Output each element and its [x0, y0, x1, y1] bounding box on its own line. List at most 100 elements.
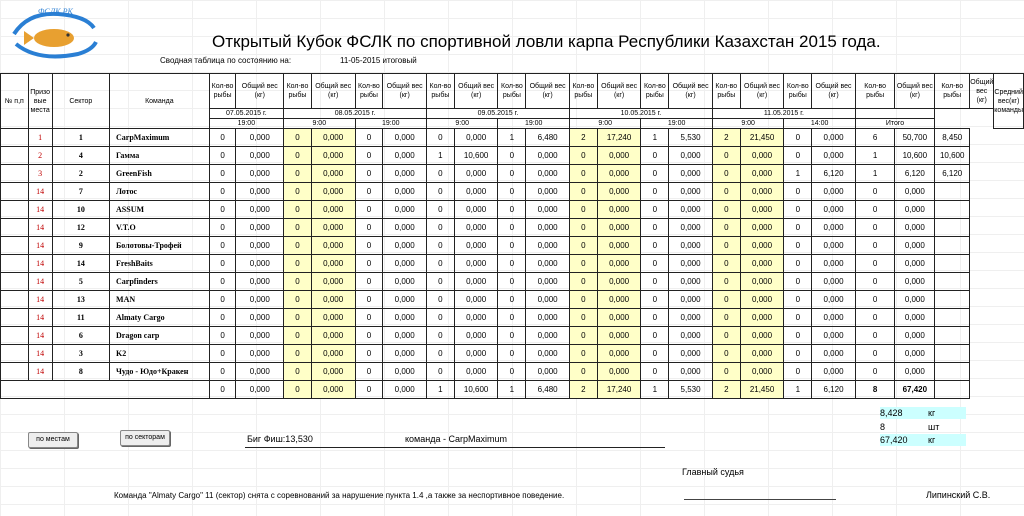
fish-count-cell[interactable]: 0 [497, 362, 527, 381]
weight-cell[interactable]: 0,000 [382, 272, 427, 291]
weight-cell[interactable]: 0,000 [668, 236, 713, 255]
weight-cell[interactable]: 0,000 [894, 218, 936, 237]
fish-count-cell[interactable]: 0 [425, 236, 455, 255]
weight-cell[interactable]: 0,000 [310, 200, 356, 219]
fish-count-cell[interactable]: 0 [208, 128, 237, 147]
col-header-fish-count[interactable]: Кол-во рыбы [354, 73, 384, 109]
average-weight-cell[interactable] [934, 236, 971, 255]
weight-cell[interactable]: 0,000 [668, 218, 713, 237]
weight-cell[interactable]: 0,000 [310, 236, 356, 255]
fish-count-cell[interactable]: 0 [425, 254, 455, 273]
weight-cell[interactable]: 0,000 [453, 200, 499, 219]
fish-count-cell[interactable]: 0 [283, 182, 312, 201]
sector-cell[interactable]: 3 [51, 344, 111, 363]
weight-cell[interactable]: 0,000 [894, 362, 936, 381]
weight-cell[interactable]: 0,000 [310, 362, 356, 381]
fish-count-cell[interactable]: 0 [425, 182, 455, 201]
fish-count-cell[interactable]: 0 [425, 362, 455, 381]
weight-cell[interactable]: 0,000 [811, 200, 856, 219]
weight-cell[interactable]: 0,000 [668, 326, 713, 345]
weight-cell[interactable]: 0,000 [453, 182, 499, 201]
fish-count-cell[interactable]: 1 [854, 146, 896, 165]
fish-count-cell[interactable]: 0 [854, 200, 896, 219]
fish-count-cell[interactable]: 0 [425, 128, 455, 147]
fish-count-cell[interactable]: 0 [497, 308, 527, 327]
fish-count-cell[interactable]: 0 [640, 218, 670, 237]
weight-cell[interactable]: 0,000 [811, 344, 856, 363]
weight-cell[interactable]: 0,000 [596, 308, 642, 327]
weight-cell[interactable]: 0,000 [596, 182, 642, 201]
weight-cell[interactable]: 0,000 [525, 344, 570, 363]
average-weight-cell[interactable] [934, 200, 971, 219]
fish-count-cell[interactable]: 0 [568, 200, 598, 219]
weight-cell[interactable]: 10,600 [894, 146, 936, 165]
weight-cell[interactable]: 0,000 [894, 236, 936, 255]
weight-cell[interactable]: 0,000 [811, 128, 856, 147]
fish-count-cell[interactable]: 0 [354, 272, 384, 291]
col-header-np[interactable]: № п,п [0, 73, 29, 129]
weight-cell[interactable]: 6,120 [811, 164, 856, 183]
average-weight-cell[interactable]: 8,450 [934, 128, 971, 147]
col-header-sector[interactable]: Сектор [51, 73, 111, 129]
team-cell[interactable]: GreenFish [109, 164, 210, 183]
sector-cell[interactable]: 5 [51, 272, 111, 291]
average-weight-cell[interactable] [934, 218, 971, 237]
fish-count-total[interactable]: 0 [208, 380, 237, 399]
fish-count-cell[interactable]: 0 [854, 236, 896, 255]
total-header[interactable]: Итого [854, 118, 936, 129]
col-header-fish-count[interactable]: Кол-во рыбы [425, 73, 455, 109]
col-header-total-weight[interactable]: Общий вес (кг) [739, 73, 785, 109]
weight-cell[interactable]: 0,000 [525, 254, 570, 273]
weight-cell[interactable]: 0,000 [382, 290, 427, 309]
fish-count-cell[interactable]: 0 [208, 326, 237, 345]
weight-cell[interactable]: 17,240 [596, 128, 642, 147]
weight-cell[interactable]: 0,000 [668, 182, 713, 201]
fish-count-cell[interactable]: 0 [283, 308, 312, 327]
fish-count-cell[interactable]: 0 [354, 146, 384, 165]
weight-cell[interactable]: 0,000 [525, 146, 570, 165]
fish-count-cell[interactable]: 0 [283, 128, 312, 147]
col-header-fish-count[interactable]: Кол-во рыбы [783, 73, 813, 109]
weight-cell[interactable]: 0,000 [453, 164, 499, 183]
fish-count-total[interactable]: 8 [854, 380, 896, 399]
weight-cell[interactable]: 0,000 [310, 218, 356, 237]
team-cell[interactable]: Carpfinders [109, 272, 210, 291]
fish-count-cell[interactable]: 0 [208, 164, 237, 183]
weight-cell[interactable]: 0,000 [894, 254, 936, 273]
col-header-fish-count[interactable]: Кол-во рыбы [283, 73, 312, 109]
average-weight-cell[interactable] [934, 182, 971, 201]
weight-cell[interactable]: 0,000 [310, 344, 356, 363]
weight-cell[interactable]: 50,700 [894, 128, 936, 147]
fish-count-total[interactable]: 0 [354, 380, 384, 399]
weight-cell[interactable]: 0,000 [382, 308, 427, 327]
col-header-total-weight[interactable]: Общий вес (кг) [382, 73, 427, 109]
row-number[interactable] [0, 272, 29, 291]
fish-count-cell[interactable]: 0 [208, 290, 237, 309]
weight-cell[interactable]: 0,000 [235, 344, 285, 363]
weight-cell[interactable]: 0,000 [739, 254, 785, 273]
row-number[interactable] [0, 164, 29, 183]
team-cell[interactable]: Чудо - Юдо+Кракен [109, 362, 210, 381]
fish-count-cell[interactable]: 0 [497, 344, 527, 363]
row-number[interactable] [0, 146, 29, 165]
place-cell[interactable]: 14 [27, 344, 53, 363]
date-header[interactable]: 09.05.2015 г. [425, 108, 570, 119]
weight-cell[interactable]: 0,000 [235, 164, 285, 183]
place-cell[interactable]: 14 [27, 200, 53, 219]
fish-count-cell[interactable]: 0 [783, 236, 813, 255]
fish-count-cell[interactable]: 0 [283, 200, 312, 219]
fish-count-cell[interactable]: 1 [425, 146, 455, 165]
weight-cell[interactable]: 0,000 [811, 362, 856, 381]
col-header-fish-count[interactable]: Кол-во рыбы [711, 73, 741, 109]
weight-cell[interactable]: 0,000 [382, 218, 427, 237]
fish-count-cell[interactable]: 0 [783, 272, 813, 291]
fish-count-cell[interactable]: 0 [283, 146, 312, 165]
weight-cell[interactable]: 21,450 [739, 128, 785, 147]
row-number[interactable] [0, 344, 29, 363]
col-header-fish-count[interactable]: Кол-во рыбы [640, 73, 670, 109]
col-header-fish-count[interactable]: Кол-во рыбы [568, 73, 598, 109]
sort-by-sectors-button[interactable]: по секторам [120, 430, 170, 446]
fish-count-cell[interactable]: 0 [783, 308, 813, 327]
fish-count-cell[interactable]: 0 [425, 164, 455, 183]
weight-cell[interactable]: 0,000 [811, 308, 856, 327]
